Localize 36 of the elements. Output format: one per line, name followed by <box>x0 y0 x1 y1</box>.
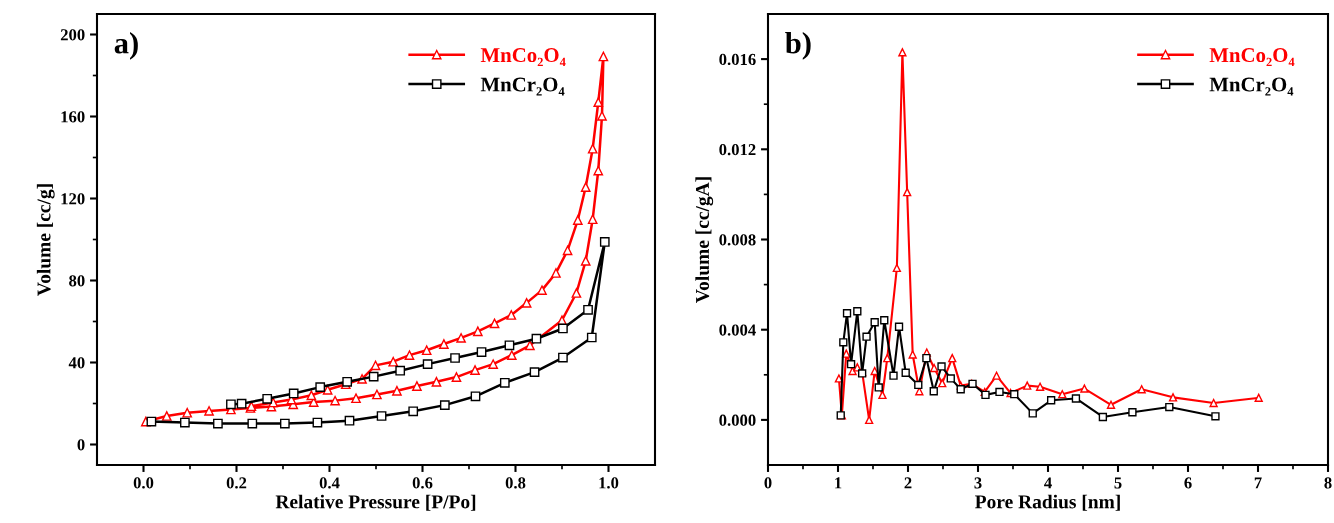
x-tick-label: 0.4 <box>319 477 340 489</box>
x-tick-label: 1 <box>835 477 842 489</box>
y-axis-title: Volume [cc/gA] <box>695 177 714 303</box>
annotation: b) <box>785 32 811 60</box>
x-tick-label: 0.0 <box>133 477 154 489</box>
y-tick-label: 160 <box>61 111 85 123</box>
x-tick-label: 8 <box>1324 477 1332 489</box>
x-tick-label: 0.8 <box>505 477 526 489</box>
x-tick-label: 0 <box>764 477 772 489</box>
y-tick-label: 0.012 <box>719 144 756 156</box>
y-axis-title: Volume [cc/g] <box>36 184 55 296</box>
y-tick-label: 0 <box>77 439 85 451</box>
y-tick-label: 0.016 <box>719 53 756 66</box>
x-tick-label: 3 <box>974 477 982 489</box>
x-tick-label: 5 <box>1114 477 1122 489</box>
y-tick-label: 120 <box>61 193 85 205</box>
x-axis-title: Relative Pressure [P/Po] <box>275 494 476 511</box>
x-tick-label: 6 <box>1184 477 1192 489</box>
legend-label: MnCo₂O₄ <box>1209 48 1295 67</box>
y-tick-label: 200 <box>60 29 85 41</box>
x-axis-title: Pore Radius [nm] <box>975 494 1120 511</box>
y-tick-label: 40 <box>68 357 85 369</box>
x-tick-label: 0.2 <box>226 477 247 489</box>
legend-label: MnCr₂O₄ <box>1209 77 1294 96</box>
y-tick-label: 0.000 <box>719 414 756 426</box>
x-tick-label: 2 <box>904 477 912 489</box>
annotation: a) <box>114 32 138 60</box>
legend-label: MnCr₂O₄ <box>480 77 565 96</box>
x-tick-label: 4 <box>1044 477 1052 489</box>
x-tick-label: 0.6 <box>412 477 433 489</box>
y-tick-label: 0.004 <box>719 324 756 336</box>
legend-label: MnCo₂O₄ <box>480 48 566 67</box>
y-tick-label: 0.008 <box>719 234 756 246</box>
x-tick-label: 1.0 <box>599 477 619 489</box>
y-tick-label: 80 <box>69 275 85 287</box>
x-tick-label: 7 <box>1254 477 1262 489</box>
